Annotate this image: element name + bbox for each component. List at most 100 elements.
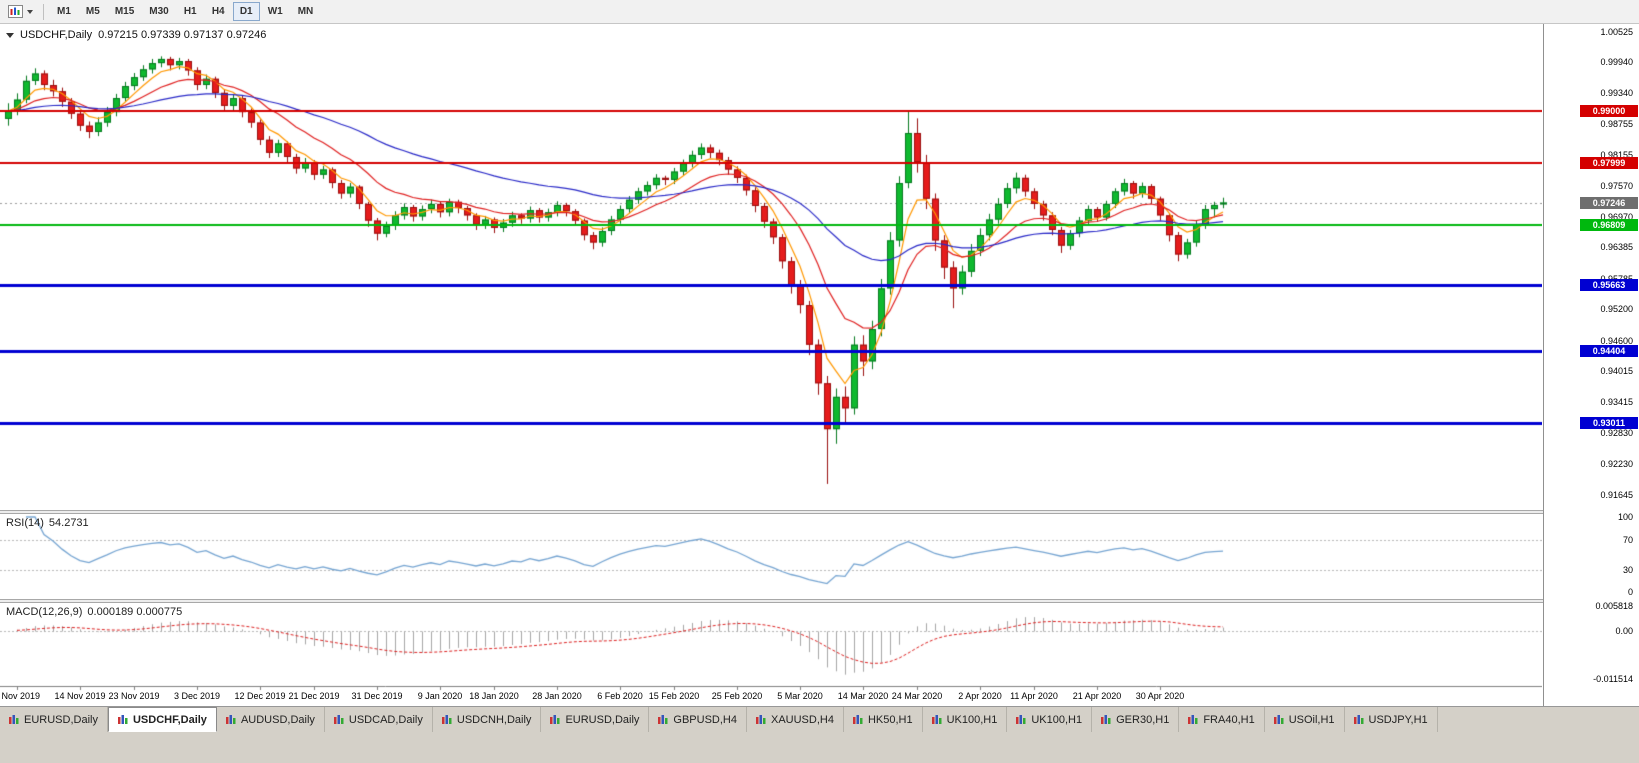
chart-type-button[interactable] bbox=[4, 2, 37, 21]
mini-chart-icon bbox=[117, 714, 128, 724]
timeframe-m30-button[interactable]: M30 bbox=[142, 2, 175, 21]
macd-title: MACD(12,26,9) bbox=[6, 606, 83, 618]
mini-chart-icon bbox=[441, 714, 452, 724]
date-tick-label: 12 Dec 2019 bbox=[234, 691, 286, 701]
chart-title: USDCHF,Daily 0.97215 0.97339 0.97137 0.9… bbox=[6, 29, 266, 41]
tab-usdcad-daily[interactable]: USDCAD,Daily bbox=[325, 707, 433, 732]
window-filler bbox=[0, 732, 1639, 763]
timeframe-m15-button[interactable]: M15 bbox=[108, 2, 141, 21]
price-tick-label: 0.98755 bbox=[1600, 118, 1633, 129]
tab-eurusd-daily[interactable]: EURUSD,Daily bbox=[541, 707, 650, 732]
date-tick-label: 3 Dec 2019 bbox=[173, 691, 221, 701]
macd-scale-label: 0.00 bbox=[1615, 625, 1633, 636]
tab-usdchf-daily[interactable]: USDCHF,Daily bbox=[107, 707, 217, 732]
symbol-collapse-icon[interactable] bbox=[6, 32, 14, 38]
date-tick-label: 18 Jan 2020 bbox=[469, 691, 519, 701]
current-price-badge: 0.97246 bbox=[1580, 196, 1638, 209]
timeframe-h4-button[interactable]: H4 bbox=[205, 2, 232, 21]
price-badge-0.94404: 0.94404 bbox=[1580, 344, 1638, 357]
price-tick-label: 0.92830 bbox=[1600, 427, 1633, 438]
tab-uk100-h1[interactable]: UK100,H1 bbox=[1007, 707, 1093, 732]
rsi-scale-label: 30 bbox=[1622, 564, 1633, 575]
price-badge-0.97999: 0.97999 bbox=[1580, 157, 1638, 170]
price-badge-0.95663: 0.95663 bbox=[1580, 279, 1638, 292]
price-tick-label: 0.92230 bbox=[1600, 459, 1633, 470]
price-tick-label: 0.96385 bbox=[1600, 242, 1633, 253]
price-tick-label: 0.95785 bbox=[1600, 274, 1633, 284]
mini-chart-icon bbox=[1353, 714, 1364, 724]
tab-label: HK50,H1 bbox=[867, 713, 913, 726]
tab-ger30-h1[interactable]: GER30,H1 bbox=[1092, 707, 1180, 732]
timeframe-w1-button[interactable]: W1 bbox=[261, 2, 290, 21]
price-tick-label: 1.00525 bbox=[1600, 26, 1633, 37]
price-tick-label: 0.94015 bbox=[1600, 366, 1633, 377]
timeframe-buttons: M1 M5 M15 M30 H1 H4 D1 W1 MN bbox=[50, 2, 321, 21]
date-tick-label: 21 Dec 2019 bbox=[288, 691, 340, 701]
tab-label: EURUSD,Daily bbox=[565, 713, 640, 726]
tab-xauusd-h4[interactable]: XAUUSD,H4 bbox=[747, 707, 844, 732]
date-tick-label: 5 Nov 2019 bbox=[0, 691, 41, 701]
date-tick-label: 5 Mar 2020 bbox=[777, 691, 823, 701]
rsi-scale-label: 0 bbox=[1627, 587, 1633, 597]
price-tick-label: 0.99940 bbox=[1600, 57, 1633, 68]
price-badge-0.96809: 0.96809 bbox=[1580, 219, 1638, 232]
candlestick-chart-icon bbox=[8, 5, 23, 18]
mini-chart-icon bbox=[225, 714, 236, 724]
price-tick-label: 0.91645 bbox=[1600, 489, 1633, 500]
tab-fra40-h1[interactable]: FRA40,H1 bbox=[1179, 707, 1265, 732]
mini-chart-icon bbox=[333, 714, 344, 724]
date-tick-label: 2 Apr 2020 bbox=[958, 691, 1002, 701]
date-tick-label: 9 Jan 2020 bbox=[417, 691, 463, 701]
timeframe-m1-button[interactable]: M1 bbox=[50, 2, 78, 21]
timeframe-m5-button[interactable]: M5 bbox=[79, 2, 107, 21]
symbol-tabs: EURUSD,Daily USDCHF,Daily AUDUSD,Daily USDC… bbox=[0, 706, 1639, 732]
tab-label: UK100,H1 bbox=[946, 713, 998, 726]
toolbar-separator bbox=[43, 3, 44, 20]
tab-label: GBPUSD,H4 bbox=[673, 713, 737, 726]
date-tick-label: 23 Nov 2019 bbox=[108, 691, 160, 701]
mini-chart-icon bbox=[755, 714, 766, 724]
rsi-scale-label: 100 bbox=[1617, 512, 1633, 522]
price-tick-label: 0.97570 bbox=[1600, 180, 1633, 191]
tab-eurusd-daily[interactable]: EURUSD,Daily bbox=[0, 707, 108, 732]
tab-usdcnh-daily[interactable]: USDCNH,Daily bbox=[433, 707, 542, 732]
panel-separator-macd[interactable] bbox=[0, 599, 1639, 603]
timeframe-h1-button[interactable]: H1 bbox=[177, 2, 204, 21]
toolbar: M1 M5 M15 M30 H1 H4 D1 W1 MN bbox=[0, 0, 1639, 24]
tab-usoil-h1[interactable]: USOil,H1 bbox=[1265, 707, 1345, 732]
tab-label: FRA40,H1 bbox=[1203, 713, 1255, 726]
date-tick-label: 11 Apr 2020 bbox=[1010, 691, 1058, 701]
timeframe-d1-button[interactable]: D1 bbox=[232, 2, 260, 21]
price-tick-label: 0.99340 bbox=[1600, 88, 1633, 99]
panel-separator-rsi[interactable] bbox=[0, 510, 1639, 514]
rsi-scale-label: 70 bbox=[1622, 534, 1633, 545]
price-tick-label: 0.96970 bbox=[1600, 211, 1633, 222]
tab-uk100-h1[interactable]: UK100,H1 bbox=[923, 707, 1008, 732]
tab-gbpusd-h4[interactable]: GBPUSD,H4 bbox=[649, 707, 747, 732]
tab-hk50-h1[interactable]: HK50,H1 bbox=[844, 707, 923, 732]
date-tick-label: 25 Feb 2020 bbox=[711, 691, 763, 701]
tab-label: UK100,H1 bbox=[1031, 713, 1083, 726]
tab-label: USOil,H1 bbox=[1288, 713, 1335, 726]
macd-scale-label: -0.011514 bbox=[1593, 674, 1633, 684]
dropdown-caret-icon bbox=[27, 9, 33, 14]
chart-canvas[interactable] bbox=[0, 24, 1542, 706]
tab-label: AUDUSD,Daily bbox=[240, 713, 315, 726]
mini-chart-icon bbox=[658, 714, 668, 724]
tab-audusd-daily[interactable]: AUDUSD,Daily bbox=[217, 707, 325, 732]
tab-usdjpy-h1[interactable]: USDJPY,H1 bbox=[1345, 707, 1438, 732]
price-tick-label: 0.94600 bbox=[1600, 335, 1633, 346]
symbol-period-label: USDCHF,Daily bbox=[20, 29, 93, 41]
date-tick-label: 30 Apr 2020 bbox=[1135, 691, 1185, 701]
mini-chart-icon bbox=[1101, 714, 1111, 724]
chart-area: USDCHF,Daily 0.97215 0.97339 0.97137 0.9… bbox=[0, 24, 1639, 706]
mini-chart-icon bbox=[1273, 714, 1284, 724]
timeframe-mn-button[interactable]: MN bbox=[291, 2, 321, 21]
date-tick-label: 21 Apr 2020 bbox=[1072, 691, 1122, 701]
mini-chart-icon bbox=[931, 714, 942, 724]
macd-value: 0.000189 0.000775 bbox=[87, 606, 183, 618]
price-badge-0.99000: 0.99000 bbox=[1580, 105, 1638, 118]
price-tick-label: 0.98155 bbox=[1600, 150, 1633, 161]
macd-label: MACD(12,26,9) 0.000189 0.000775 bbox=[6, 606, 182, 618]
